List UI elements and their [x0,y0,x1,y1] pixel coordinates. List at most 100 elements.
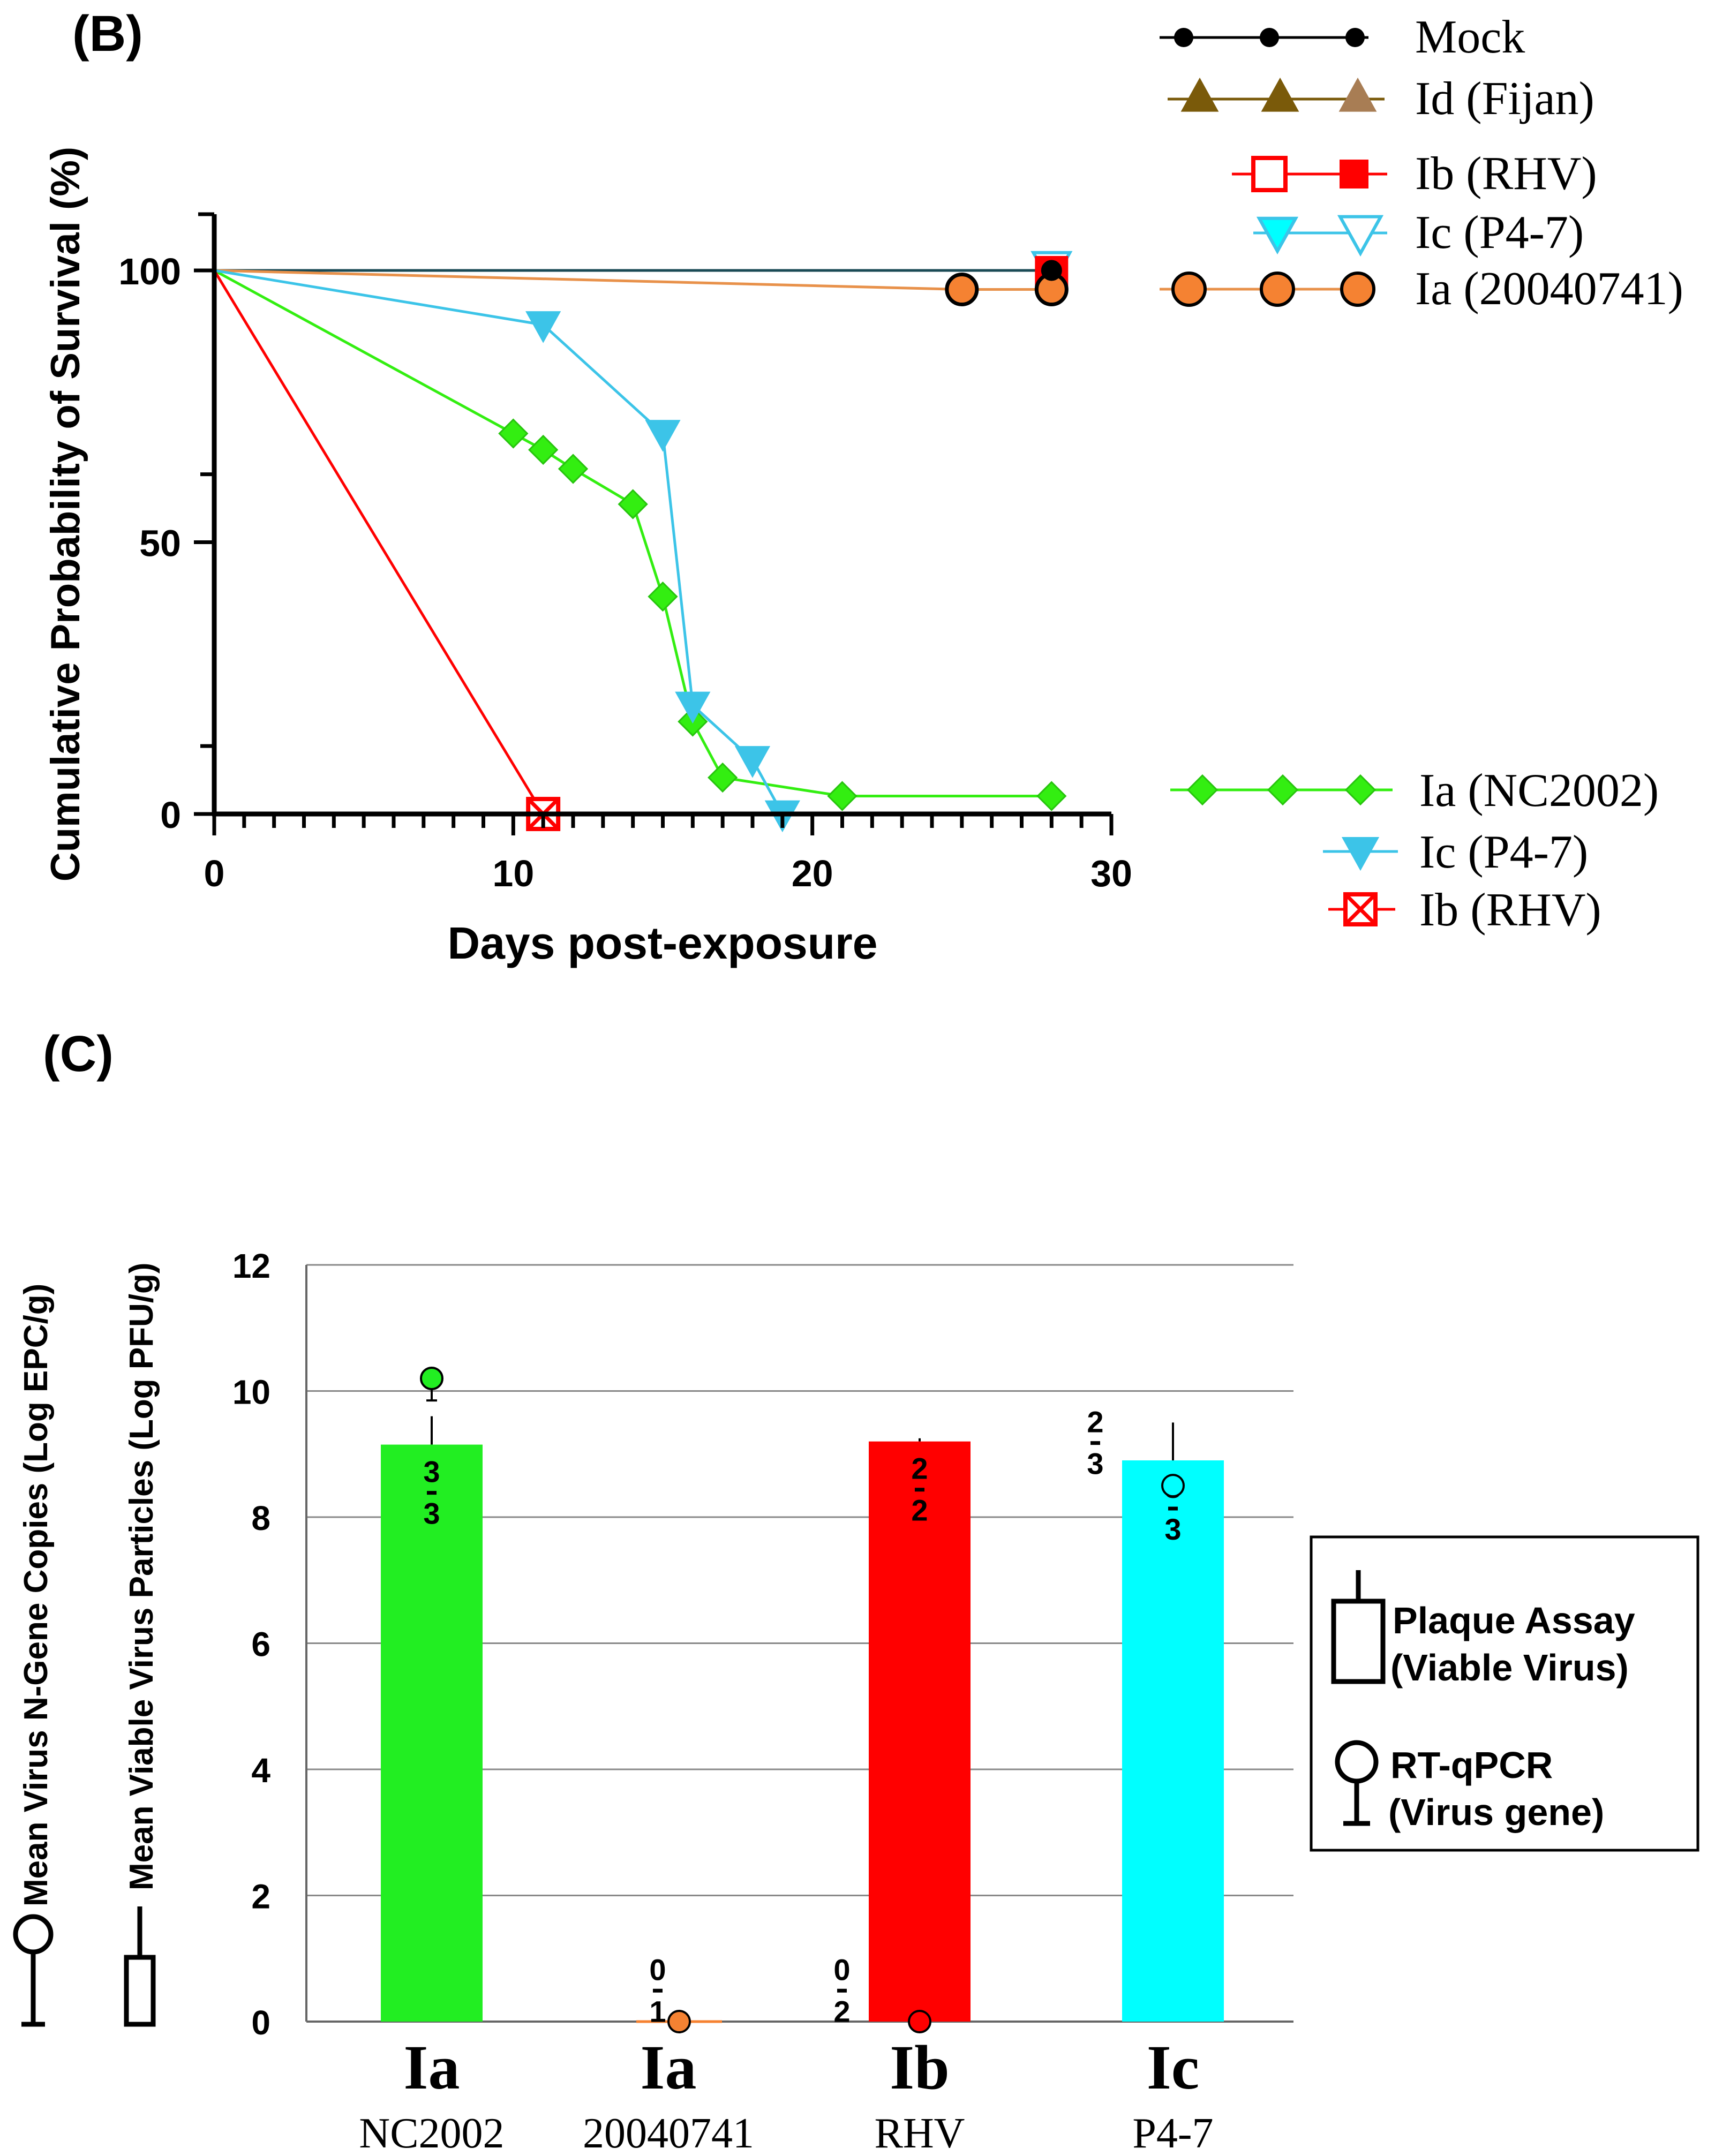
circle-icon [1345,28,1365,47]
fraction-denominator: 1 [649,1994,666,2028]
nc2002-point [528,434,559,465]
category-strain: RHV [875,2110,965,2156]
legend-item: Ib (RHV) [1232,148,1597,200]
qpcr-fraction-numerator: 2 [1087,1405,1103,1439]
circle-icon [1260,28,1279,47]
square-outline-icon [1251,156,1288,192]
category-labels: Ia NC2002 Ia 20040741 Ib RHV Ic P4-7 [359,2032,1213,2156]
legend-label: Ia (NC2002) [1419,765,1659,817]
c-y-ticks: 0 2 4 6 8 10 12 [232,1247,271,2042]
legend-label: Ic (P4-7) [1419,826,1588,878]
diamond-icon-shape [1186,774,1218,806]
nc2002-point [648,581,678,612]
legend-plaque-label: Plaque Assay [1393,1600,1635,1641]
qpcr-circle-icon [13,1914,54,1955]
legend-label: Id (Fijan) [1415,73,1594,125]
panel-c-label: (C) [43,1026,114,1082]
assay-legend: Plaque Assay (Viable Virus) RT-qPCR (Vir… [1310,1535,1699,1852]
mock-censor-point [1041,260,1062,281]
fraction-numerator: 3 [423,1455,440,1489]
p47-point-shape [525,311,561,343]
c-y-tick-label: 10 [232,1373,270,1412]
square-filled-icon-shape [1340,160,1368,189]
mock-censor-point-shape [1041,260,1062,281]
survival-chart: (B) 0 10 20 30 0 50 100 Days post-exposure Cum… [43,5,1683,968]
nc2002-point [558,454,589,484]
legend-qpcr-label: RT-qPCR [1390,1744,1553,1786]
plaque-box-icon [124,1955,156,2027]
legend-label: Ia (20040741) [1415,263,1683,315]
square-outline-icon-shape [1251,156,1288,192]
y-tick-label: 0 [160,794,181,836]
nc2002-point-shape [498,418,529,449]
qpcr-point [420,1366,443,1390]
triangle-down-filled-icon [1256,216,1299,255]
x-tick-label: 30 [1090,853,1132,894]
nc2002-point [498,418,529,449]
qpcr-point [908,2010,931,2033]
legend-item: Ic (P4-7) [1253,207,1584,259]
nc2002-point-shape [708,762,738,793]
diamond-icon-shape [1344,774,1377,806]
y-axis-title-qpcr: Mean Virus N-Gene Copies (Log EPC/g) [13,1284,55,2027]
triangle-icon-shape [1338,77,1377,112]
category-genogroup: Ia [641,2032,697,2102]
circle-icon [1340,272,1375,307]
nc2002-point-shape [618,489,648,519]
qpcr-point [1161,1474,1185,1498]
y-axis-title-plaque: Mean Viable Virus Particles (Log PFU/g) [123,1262,160,2027]
plaque-bar [869,1441,971,2022]
triangle-down-icon [1341,837,1380,871]
series-line-5 [213,269,1052,798]
x-tick-label: 10 [492,853,534,894]
category-strain: 20040741 [583,2110,754,2156]
legend-item: Mock [1160,11,1525,63]
qpcr-fraction-denominator: 2 [833,1994,850,2028]
nc2002-point-shape [827,781,858,811]
category-genogroup: Ia [404,2032,460,2102]
legend-item: Ia (NC2002) [1170,765,1659,817]
y-axis-title-1: Mean Virus N-Gene Copies (Log EPC/g) [18,1284,55,1906]
x-tick-label: 20 [792,853,833,894]
triangle-icon [1180,77,1219,112]
nc2002-point-shape [1036,781,1067,811]
bar-group: 33 [381,1366,483,2022]
x-axis-title: Days post-exposure [448,918,878,968]
triangle-icon [1338,77,1377,112]
category-strain: NC2002 [359,2110,504,2156]
p47-point-shape [675,691,711,724]
legend-item: Ic (P4-7) [1323,826,1588,878]
triangle-down-filled-icon-shape [1256,216,1299,255]
circle-icon [1260,272,1295,307]
qpcr-fraction-denominator: 3 [1087,1447,1103,1481]
legend-item: Id (Fijan) [1168,73,1594,125]
diamond-icon [1344,774,1377,806]
c-y-tick-label: 2 [251,1878,270,1916]
fraction-denominator: 2 [911,1494,928,1527]
series-line-4 [214,269,1052,291]
triangle-icon [1261,77,1299,112]
c-y-tick-label: 4 [251,1751,270,1790]
axis-ticks: 0 10 20 30 0 50 100 [118,212,1132,894]
category-genogroup: Ib [890,2032,950,2102]
bar-group: 01 [636,1953,722,2033]
y-axis-title-2: Mean Viable Virus Particles (Log PFU/g) [123,1262,160,1890]
diamond-icon-shape [1267,774,1299,806]
diamond-icon [1186,774,1218,806]
nc2002-point-shape [648,581,678,612]
plaque-bar [1122,1460,1224,2022]
legend-label: Ib (RHV) [1415,148,1597,200]
crossed-square-icon [1343,892,1378,926]
legend-label: Mock [1415,11,1525,63]
legend-item: Ia (20040741) [1160,263,1683,315]
p47-point [645,420,681,452]
nc2002-point-shape [528,434,559,465]
c-y-tick-label: 6 [251,1625,270,1664]
p47-point [525,311,561,343]
triangle-down-outline-icon [1337,215,1384,257]
diamond-icon [1267,774,1299,806]
c-y-tick-label: 0 [251,2003,270,2042]
bar-group: 3323 [1087,1405,1224,2022]
